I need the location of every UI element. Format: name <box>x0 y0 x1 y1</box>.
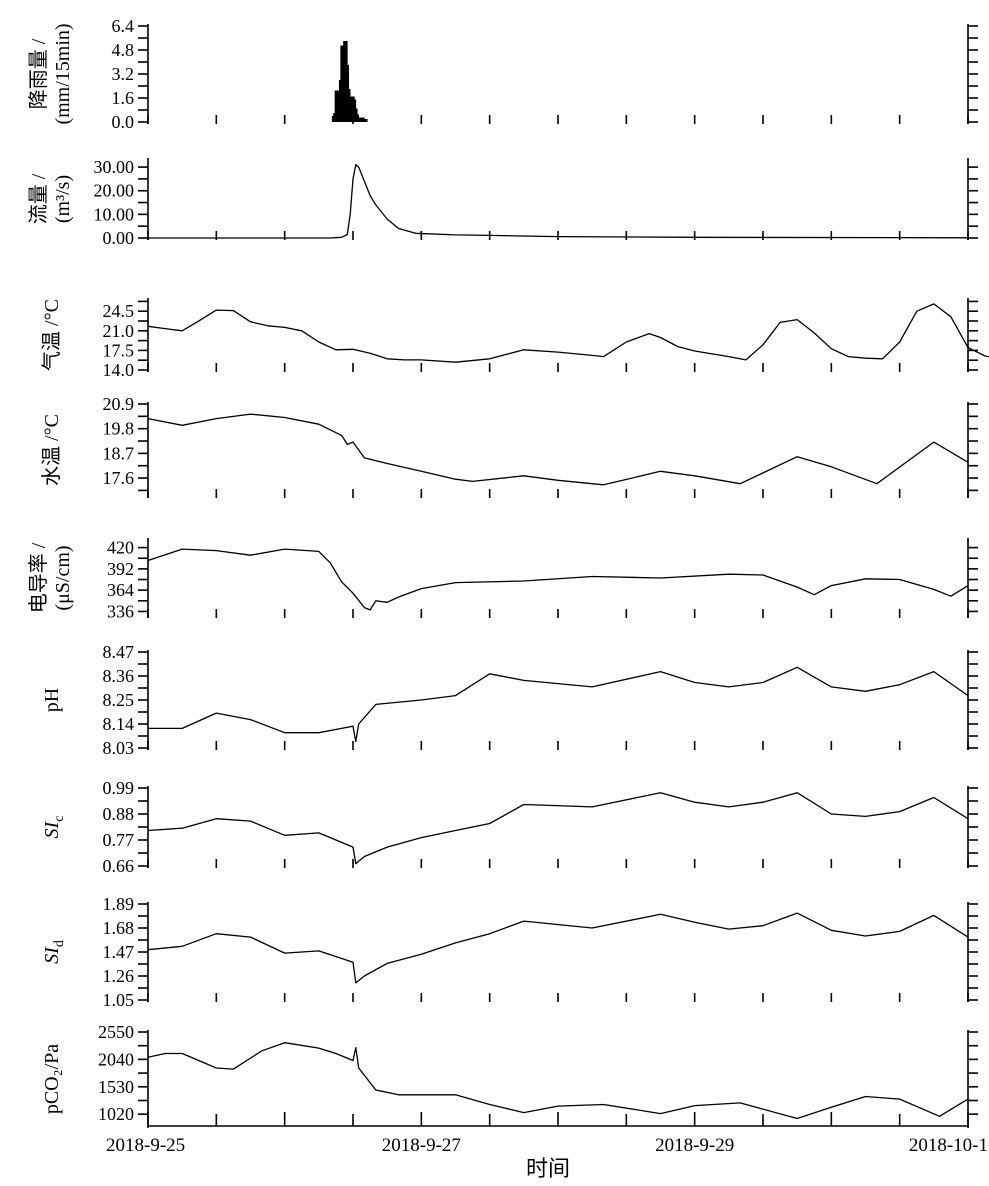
y-tick-label: 18.7 <box>103 443 135 463</box>
y-axis-label: (μS/cm) <box>52 545 74 610</box>
y-tick-label: 1.05 <box>103 990 135 1010</box>
series-line-si_d <box>147 912 969 984</box>
y-axis-label: 电导率 / <box>27 542 50 613</box>
y-tick-label: 0.0 <box>112 112 135 132</box>
panel-ph: 8.47 8.36 8.25 8.14 8.03 pH <box>41 642 978 758</box>
series-line-air_temp <box>147 303 989 363</box>
y-tick-label: 0.66 <box>103 856 135 876</box>
x-axis: 2018-9-25 2018-9-27 2018-9-29 2018-10-1 时间 <box>106 1112 988 1181</box>
series-line-pco2 <box>147 1042 969 1120</box>
y-axis-label: 水温 /°C <box>40 414 63 486</box>
x-tick-label: 2018-10-1 <box>909 1135 988 1156</box>
y-tick-label: 0.77 <box>103 830 135 850</box>
y-tick-label: 1.47 <box>103 942 135 962</box>
y-tick-label: 0.99 <box>103 778 135 798</box>
panel-water_temp: 20.9 19.8 18.7 17.6 水温 /°C <box>40 394 978 498</box>
series-line-flow <box>148 164 969 239</box>
y-tick-label: 4.8 <box>112 40 135 60</box>
rain-bar <box>363 119 368 122</box>
rain-bar <box>357 119 362 122</box>
y-tick-label: 336 <box>107 601 134 621</box>
series-line-conductivity <box>147 548 969 611</box>
y-tick-label: 1020 <box>98 1104 134 1124</box>
y-tick-label: 10.00 <box>94 204 135 224</box>
panel-si_d: 1.89 1.68 1.47 1.26 1.05 SId <box>41 894 978 1010</box>
y-tick-label: 19.8 <box>103 419 135 439</box>
y-tick-label: 8.47 <box>103 642 135 662</box>
y-axis-label: 气温 /°C <box>40 299 63 371</box>
x-tick-label: 2018-9-25 <box>106 1135 185 1156</box>
y-axis-label: (m³/s) <box>52 175 74 223</box>
y-tick-label: 20.00 <box>94 181 135 201</box>
y-axis-label: SIc <box>41 816 67 839</box>
series-line-ph <box>148 666 969 743</box>
panel-flow: 30.00 20.00 10.00 0.00 流量 / (m³/s) <box>27 157 978 248</box>
y-tick-label: 8.36 <box>103 666 135 686</box>
rain-bar <box>334 90 340 122</box>
y-tick-label: 364 <box>107 580 134 600</box>
panel-pco2: 2550 2040 1530 1020 pCO₂/Pa <box>41 1022 978 1128</box>
y-tick-label: 24.5 <box>103 301 135 321</box>
y-axis-label: 降雨量 / <box>27 38 50 109</box>
y-tick-label: 1.26 <box>103 966 135 986</box>
y-tick-label: 3.2 <box>112 64 135 84</box>
y-tick-label: 17.5 <box>103 340 135 360</box>
y-tick-label: 20.9 <box>103 394 135 414</box>
y-tick-label: 8.03 <box>103 738 135 758</box>
y-axis-label: pCO₂/Pa <box>41 1044 63 1114</box>
y-axis-label: pH <box>41 688 63 712</box>
y-axis-label: 流量 / <box>27 173 50 224</box>
y-tick-label: 1.89 <box>103 894 135 914</box>
y-tick-label: 420 <box>107 538 134 558</box>
panel-rain: 6.4 4.8 3.2 1.6 0.0 降雨量 / (mm/15min) <box>27 16 978 132</box>
y-tick-label: 8.25 <box>103 690 135 710</box>
y-tick-label: 1.68 <box>103 918 135 938</box>
y-tick-label: 17.6 <box>103 468 135 488</box>
y-tick-label: 8.14 <box>103 714 135 734</box>
x-axis-title: 时间 <box>526 1156 570 1181</box>
y-tick-label: 2040 <box>98 1049 134 1069</box>
x-tick-label: 2018-9-27 <box>382 1135 461 1156</box>
y-tick-label: 30.00 <box>94 157 135 177</box>
y-tick-label: 0.00 <box>103 228 135 248</box>
y-tick-label: 21.0 <box>103 321 135 341</box>
y-tick-label: 0.88 <box>103 804 135 824</box>
series-line-water_temp <box>147 413 969 486</box>
y-tick-label: 392 <box>107 559 134 579</box>
x-tick-label: 2018-9-29 <box>655 1135 734 1156</box>
y-tick-label: 1.6 <box>112 88 135 108</box>
rain-bar <box>360 117 365 122</box>
y-tick-label: 14.0 <box>103 360 135 380</box>
y-tick-label: 2550 <box>98 1022 134 1042</box>
panel-si_c: 0.99 0.88 0.77 0.66 SIc <box>41 778 978 876</box>
y-tick-label: 1530 <box>98 1077 134 1097</box>
y-tick-label: 6.4 <box>112 16 135 36</box>
panel-air_temp: 24.521.017.514.0 气温 /°C <box>40 298 989 380</box>
y-axis-label: SId <box>41 940 67 964</box>
y-axis-label: (mm/15min) <box>52 23 74 124</box>
series-line-si_c <box>147 792 969 865</box>
